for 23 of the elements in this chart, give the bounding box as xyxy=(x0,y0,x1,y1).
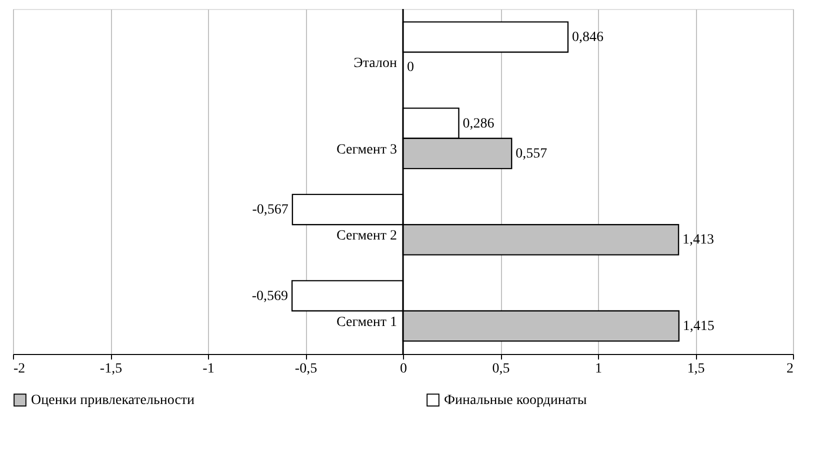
x-tick-label: -1 xyxy=(202,362,214,376)
y-tick-label: Сегмент 2 xyxy=(336,228,397,244)
x-tick-label: 1 xyxy=(595,362,602,376)
data-label: -0,567 xyxy=(252,202,288,218)
x-tick-label: 2 xyxy=(786,362,794,376)
x-tick-label: -0,5 xyxy=(294,362,318,376)
x-tick-label: 1,5 xyxy=(687,362,705,376)
data-label: 1,415 xyxy=(682,318,714,334)
data-label: 0,557 xyxy=(516,146,548,162)
data-label: 0 xyxy=(407,60,414,76)
data-label: -0,569 xyxy=(252,288,288,304)
data-label: 0,846 xyxy=(572,30,604,46)
y-tick-label: Сегмент 3 xyxy=(336,142,397,158)
x-tick-label: -2 xyxy=(14,362,26,376)
x-tick-label: -1,5 xyxy=(100,362,122,376)
x-tick-label: 0 xyxy=(400,362,407,376)
y-tick-label: Сегмент 1 xyxy=(336,314,397,330)
data-label: 1,413 xyxy=(682,232,714,248)
x-tick-label: 0,5 xyxy=(492,362,510,376)
legend-label: Оценки привлекательности xyxy=(31,393,196,408)
y-tick-label: Эталон xyxy=(354,56,398,72)
data-label: 0,286 xyxy=(462,116,494,132)
legend-label: Финальные координаты xyxy=(444,393,588,408)
